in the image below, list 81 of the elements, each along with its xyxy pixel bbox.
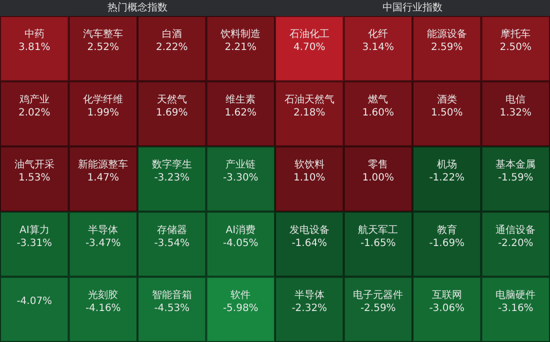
category-label: 饮料制造 [220, 28, 261, 40]
category-label: 教育 [436, 224, 457, 236]
data-label: 1.47% [87, 172, 120, 184]
category-label: 维生素 [226, 93, 256, 106]
category-label: AI消费 [226, 224, 256, 236]
category-label: 光刻胶 [88, 288, 118, 301]
category-label: 电脑硬件 [496, 288, 536, 301]
category-label: 发电设备 [289, 224, 330, 236]
data-label: 1.32% [500, 107, 532, 118]
data-label: 2.21% [224, 42, 257, 54]
data-label: 1.99% [87, 107, 120, 118]
category-label: 摩托车 [500, 28, 531, 40]
data-label: -1.59% [498, 172, 534, 184]
data-label: 4.70% [293, 42, 326, 54]
data-label: -3.31% [16, 238, 52, 249]
data-label: 2.02% [18, 107, 50, 118]
data-label: -3.23% [154, 172, 190, 184]
category-label: 中药 [24, 28, 44, 40]
data-label: -1.65% [360, 238, 396, 249]
data-label: -3.54% [154, 238, 190, 249]
data-label: 1.60% [362, 107, 394, 118]
category-label: 石油化工 [289, 28, 330, 40]
data-label: -5.98% [222, 302, 258, 314]
data-label: -4.16% [85, 302, 121, 314]
category-label: 互联网 [432, 288, 462, 301]
category-label: 白酒 [162, 28, 182, 40]
category-label: 新能源整车 [78, 158, 128, 171]
data-label: -4.05% [222, 238, 258, 249]
data-label: -1.64% [292, 238, 328, 249]
data-label: -1.22% [429, 172, 465, 184]
data-label: 1.62% [224, 107, 257, 118]
category-label: 化纤 [368, 28, 388, 40]
data-label: -2.32% [292, 302, 328, 314]
data-label: -4.53% [154, 302, 190, 314]
data-label: 3.81% [18, 42, 50, 54]
category-label: 数字孪生 [152, 158, 192, 171]
data-label: -2.59% [360, 302, 396, 314]
data-label: 3.14% [362, 42, 394, 54]
data-label: 2.18% [293, 107, 326, 118]
category-label: 半导体 [294, 288, 324, 301]
data-label: -1.69% [429, 238, 465, 249]
data-label: 1.53% [18, 172, 50, 184]
category-label: 燃气 [368, 93, 388, 106]
category-label: 能源设备 [426, 28, 467, 40]
category-label: 天然气 [156, 93, 187, 106]
category-label: 软饮料 [294, 158, 324, 171]
data-label: 1.69% [156, 107, 188, 118]
category-label: 汽车整车 [83, 28, 124, 40]
category-label: 化学纤维 [83, 93, 124, 106]
category-label: 零售 [368, 158, 388, 171]
data-label: -4.07% [16, 296, 52, 307]
category-label: 电信 [506, 93, 526, 106]
category-label: 智能音箱 [152, 288, 192, 301]
data-label: -3.30% [222, 172, 258, 184]
category-label: 存储器 [156, 224, 187, 236]
data-label: -2.20% [498, 238, 534, 249]
category-label: 电子元器件 [353, 288, 404, 301]
data-label: 1.50% [430, 107, 463, 118]
data-label: 2.50% [500, 42, 532, 54]
category-label: 酒类 [436, 93, 457, 106]
text: 中国行业指数 [382, 2, 442, 14]
data-label: 1.10% [293, 172, 326, 184]
category-label: 通信设备 [496, 224, 536, 236]
text: 热门概念指数 [108, 2, 168, 14]
data-label: -3.06% [429, 302, 465, 314]
category-label: 航天军工 [358, 224, 398, 236]
data-label: 2.22% [156, 42, 188, 54]
data-label: -3.16% [498, 302, 534, 314]
category-label: 机场 [436, 158, 457, 171]
category-label: 半导体 [88, 224, 118, 236]
category-label: 鸡产业 [18, 93, 50, 106]
category-label: 软件 [230, 288, 251, 301]
category-label: 石油天然气 [284, 93, 334, 106]
data-label: 2.52% [87, 42, 120, 54]
category-label: 油气开采 [14, 158, 54, 171]
category-label: AI算力 [19, 224, 50, 236]
data-label: 2.59% [430, 42, 463, 54]
category-label: 产业链 [226, 158, 256, 171]
data-label: -3.47% [85, 238, 121, 249]
category-label: 基本金属 [496, 158, 536, 171]
data-label: 1.00% [362, 172, 394, 184]
